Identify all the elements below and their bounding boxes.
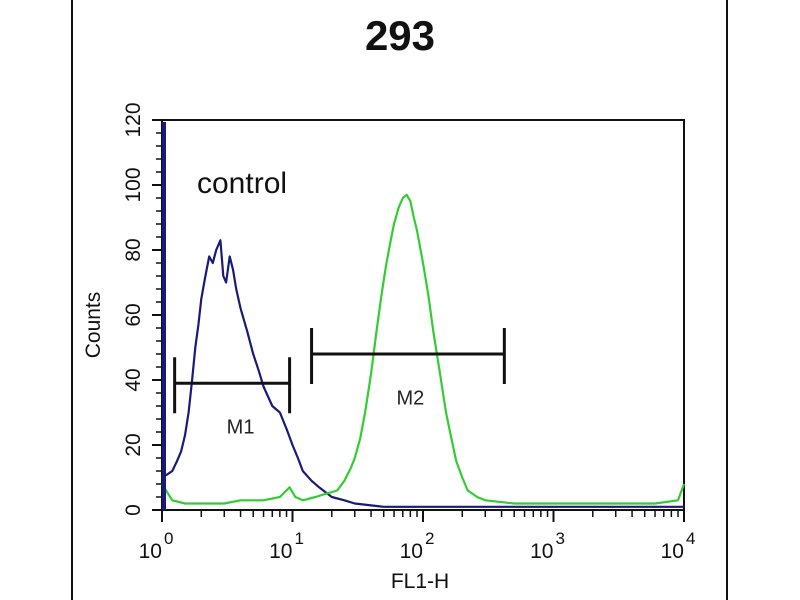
histogram-series-2 bbox=[161, 193, 686, 505]
x-tick-exponent: 4 bbox=[686, 529, 695, 548]
histogram-series-1 bbox=[161, 239, 684, 508]
marker-layer: M1 M2 bbox=[173, 328, 506, 439]
y-tick-label: 20 bbox=[122, 433, 145, 456]
y-tick-label: 80 bbox=[122, 238, 145, 261]
x-tick-exponent: 3 bbox=[555, 529, 564, 548]
y-tick-label: 0 bbox=[122, 504, 145, 516]
x-axis-label: FL1-H bbox=[391, 570, 449, 593]
chart-title: 293 bbox=[365, 12, 435, 59]
marker-label: M2 bbox=[396, 387, 424, 409]
y-axis-label: Counts bbox=[82, 292, 105, 359]
marker-label: M1 bbox=[227, 417, 255, 439]
y-tick-label: 120 bbox=[122, 102, 145, 137]
marker-m2: M2 bbox=[310, 328, 506, 409]
y-tick-label: 40 bbox=[122, 368, 145, 391]
annotation-control: control bbox=[197, 167, 287, 200]
y-tick-label: 60 bbox=[122, 303, 145, 326]
series-layer bbox=[161, 122, 686, 510]
marker-m1: M1 bbox=[173, 357, 292, 439]
x-tick-exponent: 2 bbox=[425, 529, 434, 548]
y-tick-label: 100 bbox=[122, 167, 145, 202]
x-tick-exponent: 1 bbox=[294, 529, 303, 548]
plot-area bbox=[161, 119, 685, 511]
x-tick-exponent: 0 bbox=[164, 529, 173, 548]
